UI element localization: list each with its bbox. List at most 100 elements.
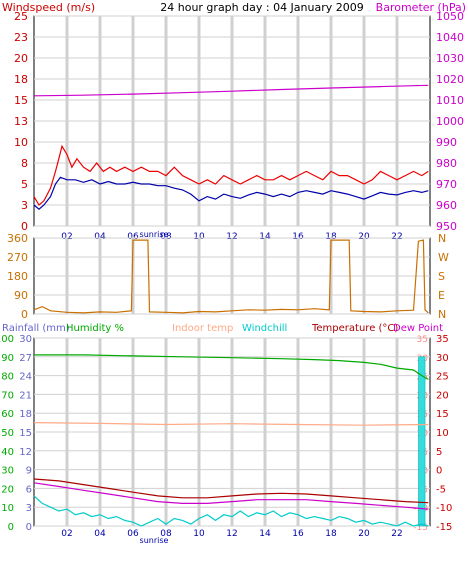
windspeed-axis-title: Windspeed (m/s) bbox=[2, 1, 95, 14]
x-tick-label-temp: 12 bbox=[226, 529, 237, 539]
temp-series-3 bbox=[33, 478, 429, 504]
legend-temperature: Temperature (°C) bbox=[311, 323, 398, 334]
rain-tick-label: 0 bbox=[26, 522, 32, 533]
temp-series-1 bbox=[33, 422, 429, 426]
x-tick-label-wind: 22 bbox=[391, 232, 402, 242]
direction-tick-label: 270 bbox=[7, 251, 28, 264]
rain-tick-label: 9 bbox=[26, 466, 32, 477]
x-tick-label-wind: 04 bbox=[94, 232, 106, 242]
barometer-tick-label: 1050 bbox=[436, 10, 464, 23]
x-tick-label-wind: 12 bbox=[226, 232, 237, 242]
x-tick-label-wind: 06 bbox=[127, 232, 139, 242]
direction-tick-label: 360 bbox=[7, 232, 28, 245]
x-tick-label-wind: 20 bbox=[358, 232, 370, 242]
barometer-tick-label: 980 bbox=[436, 157, 457, 170]
humidity-tick-label: 100 bbox=[0, 334, 14, 345]
temp-tick-label-inner: -15 bbox=[413, 523, 428, 533]
rain-tick-label: 6 bbox=[26, 484, 32, 495]
wind-tick-label: 0 bbox=[21, 220, 28, 233]
temp-tick-label-outer: 5 bbox=[436, 447, 442, 458]
sunrise-label-wind: sunrise bbox=[140, 230, 169, 239]
barometer-tick-label: 950 bbox=[436, 220, 457, 233]
humidity-tick-label: 20 bbox=[1, 484, 14, 495]
x-tick-label-temp: 16 bbox=[292, 529, 304, 539]
direction-tick-label: 180 bbox=[7, 270, 28, 283]
legend-indoor-temp: Indoor temp bbox=[172, 323, 233, 334]
compass-tick-label: W bbox=[438, 251, 449, 264]
temp-tick-label-outer: -5 bbox=[436, 484, 446, 495]
humidity-tick-label: 80 bbox=[1, 372, 14, 383]
barometer-tick-label: 970 bbox=[436, 178, 457, 191]
wind-tick-label: 23 bbox=[14, 31, 28, 44]
wind-series-2 bbox=[33, 84, 429, 97]
sunrise-label-temp: sunrise bbox=[140, 536, 169, 545]
rainfall-bar bbox=[418, 356, 426, 527]
x-tick-label-wind: 08 bbox=[160, 232, 172, 242]
x-tick-label-temp: 22 bbox=[391, 529, 402, 539]
rain-tick-label: 24 bbox=[19, 372, 32, 383]
barometer-tick-label: 1020 bbox=[436, 73, 464, 86]
barometer-tick-label: 1000 bbox=[436, 115, 464, 128]
temp-series-4 bbox=[33, 482, 429, 510]
temp-tick-label-outer: 20 bbox=[436, 390, 449, 401]
rain-tick-label: 18 bbox=[19, 409, 32, 420]
humidity-tick-label: 30 bbox=[1, 466, 14, 477]
temp-tick-label-outer: 25 bbox=[436, 372, 449, 383]
compass-tick-label: N bbox=[438, 232, 446, 245]
x-tick-label-wind: 10 bbox=[193, 232, 205, 242]
humidity-tick-label: 0 bbox=[8, 522, 14, 533]
barometer-tick-label: 1040 bbox=[436, 31, 464, 44]
rain-tick-label: 12 bbox=[19, 447, 32, 458]
rain-tick-label: 27 bbox=[19, 353, 32, 364]
temp-tick-label-outer: -10 bbox=[436, 503, 452, 514]
rain-tick-label: 30 bbox=[19, 334, 32, 345]
direction-tick-label: 90 bbox=[14, 289, 28, 302]
compass-tick-label: S bbox=[438, 270, 445, 283]
humidity-tick-label: 40 bbox=[1, 447, 14, 458]
wind-tick-label: 20 bbox=[14, 52, 28, 65]
x-tick-label-wind: 18 bbox=[325, 232, 337, 242]
x-tick-label-wind: 14 bbox=[259, 232, 271, 242]
rain-tick-label: 15 bbox=[19, 428, 32, 439]
wind-tick-label: 25 bbox=[14, 10, 28, 23]
direction-tick-label: 0 bbox=[21, 308, 28, 321]
legend-humidity: Humidity % bbox=[66, 323, 124, 334]
wind-tick-label: 13 bbox=[14, 115, 28, 128]
wind-tick-label: 8 bbox=[21, 157, 28, 170]
x-tick-label-temp: 18 bbox=[325, 529, 337, 539]
wind-tick-label: 15 bbox=[14, 94, 28, 107]
legend-dew-point: Dew Point bbox=[393, 323, 443, 334]
temp-tick-label-outer: 0 bbox=[436, 466, 442, 477]
x-tick-label-temp: 04 bbox=[94, 529, 106, 539]
barometer-tick-label: 990 bbox=[436, 136, 457, 149]
x-tick-label-temp: 02 bbox=[61, 529, 72, 539]
direction-series-0 bbox=[33, 239, 429, 314]
barometer-tick-label: 960 bbox=[436, 199, 457, 212]
barometer-axis-title: Barometer (hPa) bbox=[376, 1, 466, 14]
compass-tick-label: N bbox=[438, 308, 446, 321]
wind-tick-label: 3 bbox=[21, 199, 28, 212]
x-tick-label-wind: 16 bbox=[292, 232, 304, 242]
temp-tick-label-outer: 30 bbox=[436, 353, 449, 364]
temp-tick-label-outer: 10 bbox=[436, 428, 449, 439]
legend-rainfall: Rainfall (mm) bbox=[2, 323, 70, 334]
legend-windchill: Windchill bbox=[242, 323, 287, 334]
humidity-tick-label: 60 bbox=[1, 409, 14, 420]
temp-series-2 bbox=[33, 495, 429, 527]
wind-series-1 bbox=[33, 176, 429, 210]
barometer-tick-label: 1010 bbox=[436, 94, 464, 107]
temp-tick-label-outer: 15 bbox=[436, 409, 449, 420]
temp-tick-label-outer: 35 bbox=[436, 334, 449, 345]
x-tick-label-wind: 02 bbox=[61, 232, 72, 242]
graph-title: 24 hour graph day : 04 January 2009 bbox=[160, 1, 364, 14]
wind-series-0 bbox=[33, 144, 429, 206]
humidity-tick-label: 50 bbox=[1, 428, 14, 439]
x-tick-label-temp: 08 bbox=[160, 529, 172, 539]
barometer-tick-label: 1030 bbox=[436, 52, 464, 65]
humidity-tick-label: 90 bbox=[1, 353, 14, 364]
rain-tick-label: 21 bbox=[19, 390, 32, 401]
temp-series-0 bbox=[34, 354, 429, 380]
compass-tick-label: E bbox=[438, 289, 445, 302]
wind-tick-label: 10 bbox=[14, 136, 28, 149]
